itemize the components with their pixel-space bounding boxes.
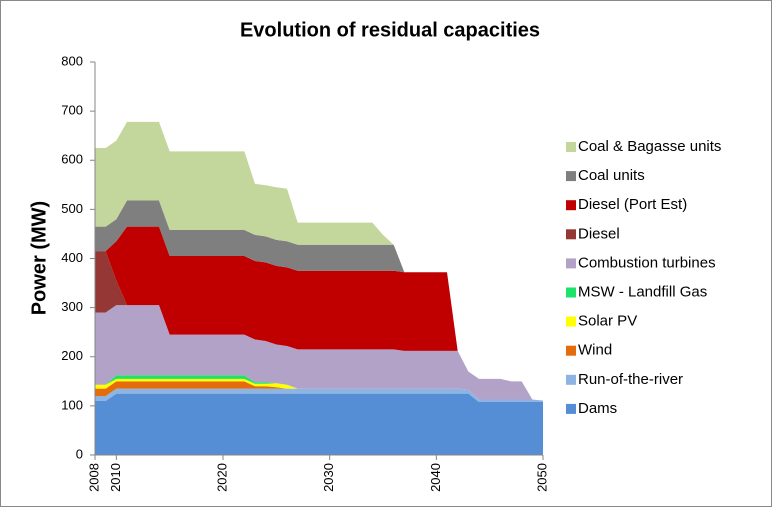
legend-label: Diesel <box>578 225 620 242</box>
legend-swatch <box>566 374 576 385</box>
legend-swatch <box>566 171 576 182</box>
area <box>95 378 543 401</box>
y-tick-label: 300 <box>61 299 83 314</box>
area <box>95 393 543 455</box>
legend-swatch <box>566 316 576 327</box>
legend-label: Solar PV <box>578 313 637 330</box>
legend-label: Coal & Bagasse units <box>578 138 721 155</box>
legend-swatch <box>566 287 576 298</box>
x-tick-label: 2008 <box>86 463 101 492</box>
legend-swatch <box>566 142 576 152</box>
legend-label: Combustion turbines <box>578 254 716 271</box>
y-tick-label: 800 <box>61 53 83 68</box>
x-tick-label: 2010 <box>108 463 123 492</box>
y-tick-label: 700 <box>61 103 83 118</box>
x-tick-label: 2050 <box>534 463 549 492</box>
area <box>95 375 543 401</box>
legend-label: Diesel (Port Est) <box>578 196 687 213</box>
area <box>95 121 543 401</box>
legend-label: Wind <box>578 342 612 359</box>
x-tick-label: 2030 <box>321 463 336 492</box>
area <box>95 226 543 401</box>
area <box>95 388 543 402</box>
y-axis-label: Power (MW) <box>28 201 50 315</box>
legend-swatch <box>566 200 576 211</box>
legend-label: Dams <box>578 400 617 417</box>
legend-swatch <box>566 229 576 240</box>
legend-label: Coal units <box>578 167 645 184</box>
x-tick-label: 2020 <box>214 463 229 492</box>
y-tick-label: 200 <box>61 348 83 363</box>
y-tick-label: 500 <box>61 201 83 216</box>
y-tick-label: 400 <box>61 250 83 265</box>
y-tick-label: 600 <box>61 152 83 167</box>
legend-label: Run-of-the-river <box>578 371 683 388</box>
legend-label: MSW - Landfill Gas <box>578 283 707 300</box>
area <box>95 381 543 401</box>
x-tick-label: 2040 <box>428 463 443 492</box>
legend-swatch <box>566 258 576 269</box>
y-tick-label: 0 <box>76 446 83 461</box>
legend-swatch <box>566 403 576 414</box>
y-tick-label: 100 <box>61 397 83 412</box>
chart-title: Evolution of residual capacities <box>240 19 540 41</box>
legend-swatch <box>566 345 576 356</box>
area <box>95 305 543 401</box>
area <box>95 200 543 401</box>
